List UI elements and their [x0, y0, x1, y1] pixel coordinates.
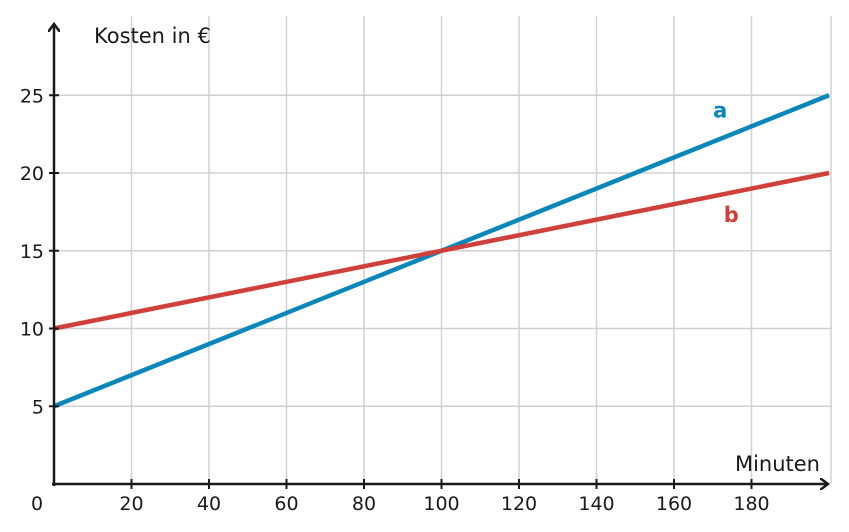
y-tick-label: 25 [20, 85, 44, 107]
series-group [53, 93, 830, 409]
series-line-b [53, 170, 830, 331]
x-tick-label: 40 [197, 493, 221, 515]
x-tick-label: 100 [423, 493, 459, 515]
y-tick-label: 15 [20, 241, 44, 263]
x-axis-label: Minuten [735, 452, 820, 476]
x-tick-label: 180 [733, 493, 769, 515]
x-tick-label: 80 [352, 493, 376, 515]
series-labels: ab [713, 99, 739, 228]
x-tick-label: 60 [274, 493, 298, 515]
y-tick-label: 5 [32, 396, 44, 418]
x-tick-label: 160 [656, 493, 692, 515]
x-tick-label: 120 [501, 493, 537, 515]
y-tick-label: 10 [20, 319, 44, 341]
y-axis-label: Kosten in € [94, 24, 211, 48]
series-label-a: a [713, 99, 727, 123]
ticks: 20 40 60 80 100 120 140 160 180 5 10 15 20 25 [20, 85, 770, 515]
origin-label: 0 [31, 493, 43, 515]
series-label-b: b [724, 203, 739, 227]
x-tick-label: 140 [578, 493, 614, 515]
x-tick-label: 20 [119, 493, 143, 515]
y-tick-label: 20 [20, 163, 44, 185]
